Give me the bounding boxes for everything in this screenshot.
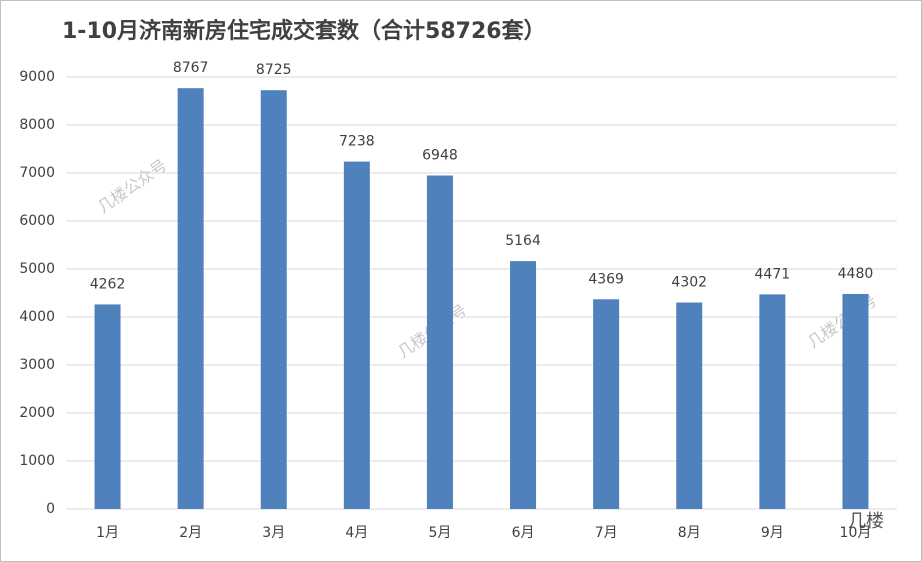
x-tick-label: 3月: [262, 525, 285, 541]
data-label: 4471: [755, 266, 791, 282]
chart-title: 1-10月济南新房住宅成交套数（合计58726套）: [62, 18, 546, 44]
x-tick-label: 8月: [678, 525, 701, 541]
data-label: 8767: [173, 60, 209, 76]
data-label: 7238: [339, 134, 375, 150]
bar: [426, 175, 453, 509]
bar: [343, 161, 370, 510]
bar: [177, 88, 204, 510]
x-tick-label: 5月: [428, 525, 451, 541]
y-tick-label: 8000: [19, 117, 55, 133]
y-tick-label: 9000: [19, 69, 55, 85]
bar: [842, 293, 869, 509]
x-tick-label: 6月: [512, 525, 535, 541]
bar: [676, 302, 703, 509]
bar: [260, 90, 287, 509]
bar: [759, 294, 786, 509]
y-tick-label: 6000: [19, 213, 55, 229]
bar: [593, 299, 620, 509]
x-tick-label: 9月: [761, 525, 784, 541]
brand: 几楼: [848, 511, 884, 532]
y-tick-label: 1000: [19, 453, 55, 469]
x-tick-label: 4月: [345, 525, 368, 541]
data-label: 4369: [588, 271, 624, 287]
y-tick-label: 7000: [19, 165, 55, 181]
y-tick-label: 3000: [19, 357, 55, 373]
x-tick-label: 10月: [840, 525, 872, 541]
data-label: 8725: [256, 62, 292, 78]
data-label: 6948: [422, 147, 458, 163]
y-tick-label: 4000: [19, 309, 55, 325]
x-tick-label: 1月: [96, 525, 119, 541]
x-tick-label: 7月: [595, 525, 618, 541]
data-label: 5164: [505, 233, 541, 249]
data-label: 4302: [671, 275, 707, 291]
x-tick-label: 2月: [179, 525, 202, 541]
y-tick-label: 0: [46, 501, 55, 517]
data-label: 4480: [838, 266, 874, 282]
y-tick-label: 2000: [19, 405, 55, 421]
bar: [510, 261, 537, 509]
data-label: 4262: [90, 276, 126, 292]
y-tick-label: 5000: [19, 261, 55, 277]
bar: [94, 304, 121, 509]
